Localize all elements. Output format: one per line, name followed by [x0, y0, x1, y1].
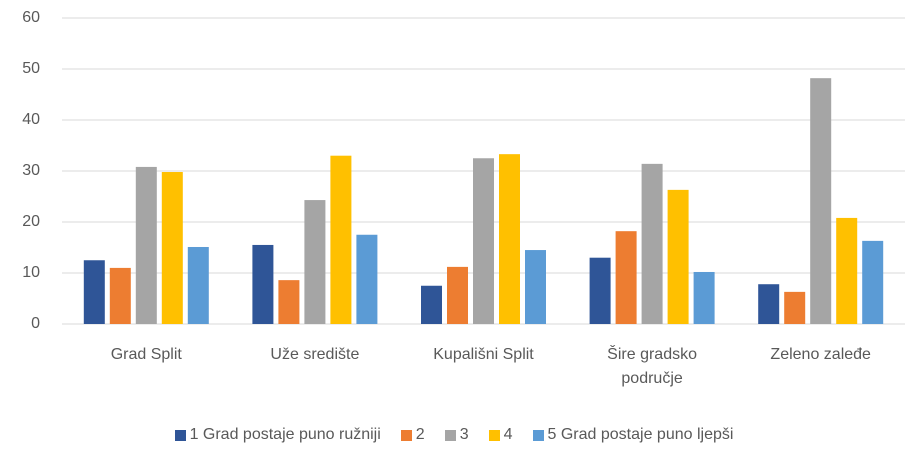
legend-label: 4 [503, 426, 513, 443]
legend: 1 Grad postaje puno ružniji 2 3 4 5 Grad pos… [0, 426, 908, 444]
bar [810, 78, 832, 325]
x-tick-label: Šire gradsko područje [607, 346, 697, 387]
bar [615, 231, 637, 324]
bar [589, 257, 611, 324]
legend-item: 4 [488, 426, 513, 444]
legend-label: 5 Grad postaje puno ljepši [547, 426, 734, 443]
bar [473, 158, 494, 324]
bar [447, 266, 468, 324]
y-tick-label: 0 [31, 315, 40, 332]
legend-label: 2 [415, 426, 425, 443]
legend-item: 1 Grad postaje puno ružniji [174, 426, 381, 444]
bar [356, 234, 378, 324]
bar [109, 267, 131, 324]
x-tick-label: Kupališni Split [433, 346, 534, 363]
legend-label: 1 Grad postaje puno ružniji [189, 426, 381, 443]
bar [758, 284, 780, 324]
bar [304, 200, 326, 324]
legend-item: 5 Grad postaje puno ljepši [532, 426, 734, 444]
y-tick-label: 60 [22, 9, 40, 26]
bar [187, 246, 209, 324]
bar [421, 285, 442, 324]
bar [667, 189, 689, 324]
y-tick-label: 30 [22, 162, 40, 179]
bar [252, 244, 274, 324]
bar [330, 155, 352, 324]
legend-label: 3 [459, 426, 469, 443]
x-tick-label: Zeleno zaleđe [770, 346, 871, 363]
y-tick-label: 20 [22, 213, 40, 230]
bar [784, 291, 806, 324]
legend-item: 2 [400, 426, 425, 444]
bar [135, 166, 157, 324]
legend-swatch [400, 429, 412, 441]
bar [693, 271, 715, 324]
y-tick-label: 50 [22, 60, 40, 77]
bar [836, 217, 858, 324]
legend-swatch [532, 429, 544, 441]
bar [161, 172, 183, 324]
legend-item: 3 [444, 426, 469, 444]
bar [525, 250, 546, 324]
legend-swatch [488, 429, 500, 441]
legend-swatch [444, 429, 456, 441]
y-tick-label: 40 [22, 111, 40, 128]
x-tick-label: Uže središte [270, 346, 360, 363]
bar [499, 154, 520, 324]
bar [641, 163, 663, 324]
bar [862, 240, 884, 324]
x-tick-label: Grad Split [110, 346, 182, 363]
bar [278, 280, 300, 324]
y-tick-label: 10 [22, 264, 40, 281]
bar [83, 260, 105, 324]
legend-swatch [174, 429, 186, 441]
